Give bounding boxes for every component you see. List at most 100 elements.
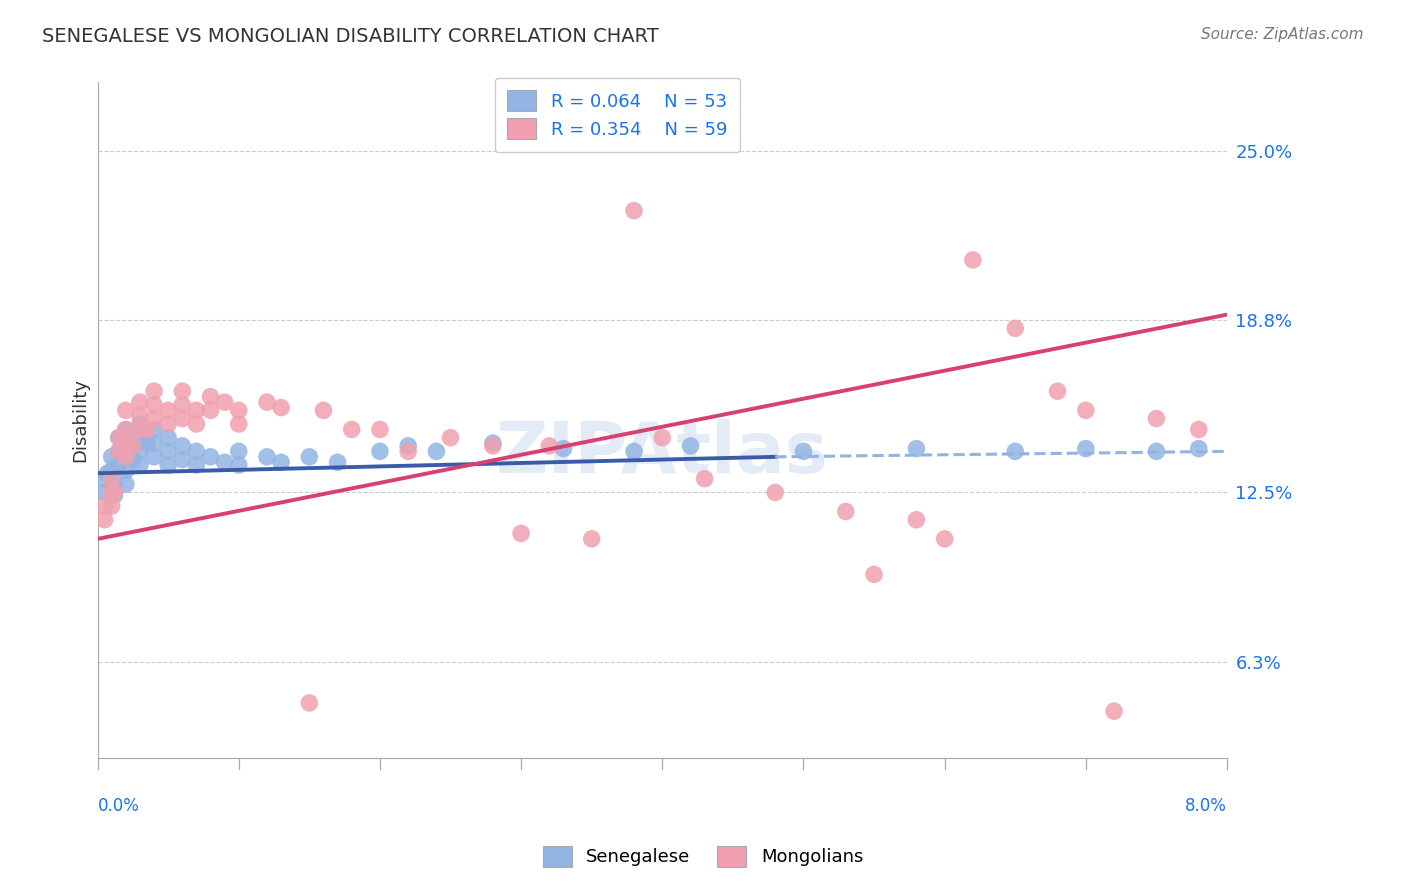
Point — [122, 452, 145, 467]
Point — [129, 422, 152, 436]
Point — [172, 452, 194, 467]
Point — [396, 444, 419, 458]
Point — [143, 450, 166, 464]
Legend: Senegalese, Mongolians: Senegalese, Mongolians — [536, 838, 870, 874]
Point — [693, 472, 716, 486]
Point — [143, 436, 166, 450]
Point — [157, 417, 180, 431]
Point — [581, 532, 603, 546]
Point — [129, 395, 152, 409]
Point — [905, 442, 928, 456]
Text: SENEGALESE VS MONGOLIAN DISABILITY CORRELATION CHART: SENEGALESE VS MONGOLIAN DISABILITY CORRE… — [42, 27, 659, 45]
Point — [1144, 444, 1167, 458]
Point — [1046, 384, 1069, 399]
Point — [326, 455, 349, 469]
Point — [136, 436, 159, 450]
Point — [93, 513, 115, 527]
Point — [835, 504, 858, 518]
Point — [439, 431, 461, 445]
Point — [962, 252, 984, 267]
Point — [143, 398, 166, 412]
Point — [200, 403, 222, 417]
Point — [228, 458, 250, 472]
Point — [792, 444, 814, 458]
Point — [129, 444, 152, 458]
Point — [396, 439, 419, 453]
Point — [510, 526, 533, 541]
Point — [228, 444, 250, 458]
Point — [114, 436, 136, 450]
Point — [114, 477, 136, 491]
Point — [157, 431, 180, 445]
Point — [100, 450, 122, 464]
Point — [298, 696, 321, 710]
Text: 8.0%: 8.0% — [1185, 797, 1227, 814]
Point — [214, 395, 236, 409]
Point — [651, 431, 673, 445]
Point — [129, 417, 152, 431]
Point — [553, 442, 575, 456]
Point — [107, 431, 129, 445]
Point — [1188, 442, 1211, 456]
Point — [100, 463, 122, 477]
Point — [270, 455, 292, 469]
Point — [114, 422, 136, 436]
Point — [96, 467, 118, 481]
Point — [172, 384, 194, 399]
Point — [482, 439, 505, 453]
Point — [186, 417, 208, 431]
Point — [934, 532, 956, 546]
Point — [482, 436, 505, 450]
Point — [679, 439, 702, 453]
Point — [100, 499, 122, 513]
Point — [270, 401, 292, 415]
Point — [100, 485, 122, 500]
Point — [312, 403, 335, 417]
Point — [114, 463, 136, 477]
Point — [143, 411, 166, 425]
Text: Source: ZipAtlas.com: Source: ZipAtlas.com — [1201, 27, 1364, 42]
Point — [186, 458, 208, 472]
Point — [157, 444, 180, 458]
Point — [129, 431, 152, 445]
Point — [1102, 704, 1125, 718]
Point — [103, 485, 125, 500]
Text: ZIPAtlas: ZIPAtlas — [496, 419, 828, 488]
Point — [100, 472, 122, 486]
Point — [1004, 444, 1026, 458]
Point — [1074, 403, 1097, 417]
Point — [114, 403, 136, 417]
Point — [200, 390, 222, 404]
Point — [214, 455, 236, 469]
Point — [107, 444, 129, 458]
Point — [157, 458, 180, 472]
Text: 0.0%: 0.0% — [97, 797, 139, 814]
Point — [93, 472, 115, 486]
Point — [157, 403, 180, 417]
Point — [103, 477, 125, 491]
Point — [368, 422, 391, 436]
Point — [186, 444, 208, 458]
Point — [1074, 442, 1097, 456]
Point — [298, 450, 321, 464]
Point — [1188, 422, 1211, 436]
Point — [143, 384, 166, 399]
Point — [172, 411, 194, 425]
Point — [368, 444, 391, 458]
Point — [256, 450, 278, 464]
Point — [107, 431, 129, 445]
Point — [114, 422, 136, 436]
Point — [186, 403, 208, 417]
Point — [114, 450, 136, 464]
Point — [538, 439, 561, 453]
Point — [340, 422, 363, 436]
Point — [93, 485, 115, 500]
Point — [129, 458, 152, 472]
Point — [107, 458, 129, 472]
Point — [143, 422, 166, 436]
Point — [1144, 411, 1167, 425]
Point — [863, 567, 886, 582]
Point — [623, 444, 645, 458]
Point — [122, 439, 145, 453]
Point — [763, 485, 786, 500]
